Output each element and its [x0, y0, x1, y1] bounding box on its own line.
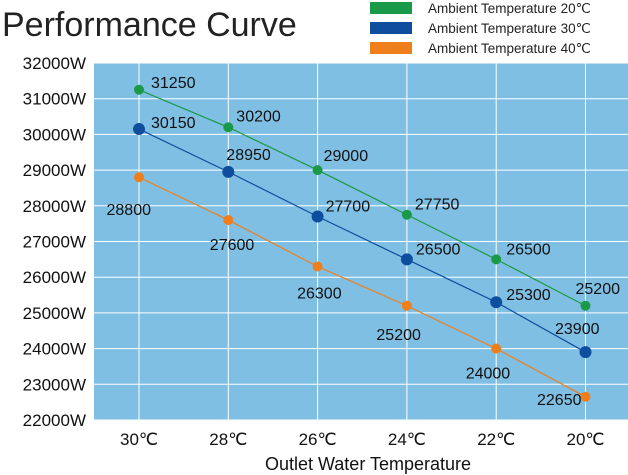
data-label: 27600	[210, 237, 255, 254]
series-1: 31250 30200 29000 27750 26500 25200	[134, 75, 620, 311]
data-label: 26500	[416, 241, 461, 258]
data-point	[223, 215, 234, 226]
series-group: 31250 30200 29000 27750 26500 25200 30150 28950…	[107, 75, 621, 409]
data-point	[311, 210, 324, 223]
data-label: 28950	[226, 147, 271, 164]
data-point	[133, 123, 145, 136]
data-point	[490, 296, 503, 309]
data-point	[580, 391, 591, 402]
y-tick-label: 29000W	[23, 161, 86, 180]
data-label: 30200	[236, 108, 281, 125]
y-axis-ticks: 22000W 23000W 24000W 25000W 26000W 27000W 2800…	[23, 54, 86, 430]
x-tick-label: 24℃	[388, 430, 426, 449]
x-tick-label: 22℃	[477, 430, 515, 449]
data-label: 25200	[576, 281, 621, 298]
data-point	[401, 300, 412, 311]
y-tick-label: 23000W	[23, 375, 86, 394]
x-tick-label: 28℃	[209, 430, 247, 449]
data-point	[222, 165, 235, 178]
data-point	[579, 346, 592, 359]
chart-title: Performance Curve	[2, 6, 297, 44]
y-tick-label: 22000W	[23, 411, 86, 430]
data-point	[312, 165, 323, 176]
data-label: 26500	[506, 241, 551, 258]
legend-swatch	[370, 2, 412, 14]
y-tick-label: 32000W	[23, 54, 86, 73]
x-tick-label: 30℃	[120, 430, 158, 449]
series-line	[138, 176, 586, 398]
data-point	[312, 261, 323, 272]
y-tick-label: 27000W	[23, 233, 86, 252]
x-tick-label: 26℃	[299, 430, 337, 449]
data-point	[134, 172, 144, 183]
data-label: 25300	[506, 287, 551, 304]
x-axis-title: Outlet Water Temperature	[265, 454, 471, 474]
legend: Ambient Temperature 20℃ Ambient Temperatu…	[370, 1, 591, 56]
legend-swatch	[370, 22, 412, 34]
y-tick-label: 30000W	[23, 125, 86, 144]
series-3: 28800 27600 26300 25200 24000 22650	[107, 172, 591, 409]
y-tick-label: 28000W	[23, 197, 86, 216]
data-point	[400, 253, 413, 266]
y-tick-label: 31000W	[23, 90, 86, 109]
data-point	[223, 122, 234, 133]
legend-swatch	[370, 42, 412, 54]
data-label: 22650	[537, 392, 582, 409]
grid-lines	[94, 62, 628, 421]
y-tick-label: 24000W	[23, 340, 86, 359]
data-label: 24000	[466, 366, 511, 383]
data-point	[491, 343, 502, 354]
data-label: 26300	[297, 285, 342, 302]
legend-label: Ambient Temperature 40℃	[428, 41, 591, 56]
data-point	[134, 84, 144, 95]
legend-label: Ambient Temperature 30℃	[428, 21, 591, 36]
data-label: 28800	[107, 202, 152, 219]
data-label: 27750	[415, 197, 460, 214]
x-axis-ticks: 30℃ 28℃ 26℃ 24℃ 22℃ 20℃	[120, 430, 605, 449]
data-label: 30150	[151, 115, 196, 132]
data-label: 27700	[326, 199, 371, 216]
data-label: 25200	[376, 327, 421, 344]
data-label: 23900	[555, 321, 600, 338]
data-point	[580, 300, 591, 311]
series-line	[138, 89, 586, 307]
data-point	[401, 209, 412, 220]
data-label: 29000	[324, 148, 369, 165]
y-tick-label: 26000W	[23, 268, 86, 287]
data-label: 31250	[151, 75, 196, 92]
y-tick-label: 25000W	[23, 304, 86, 323]
data-point	[491, 254, 502, 265]
x-tick-label: 20℃	[566, 430, 604, 449]
series-line	[138, 128, 586, 353]
legend-label: Ambient Temperature 20℃	[428, 1, 591, 16]
